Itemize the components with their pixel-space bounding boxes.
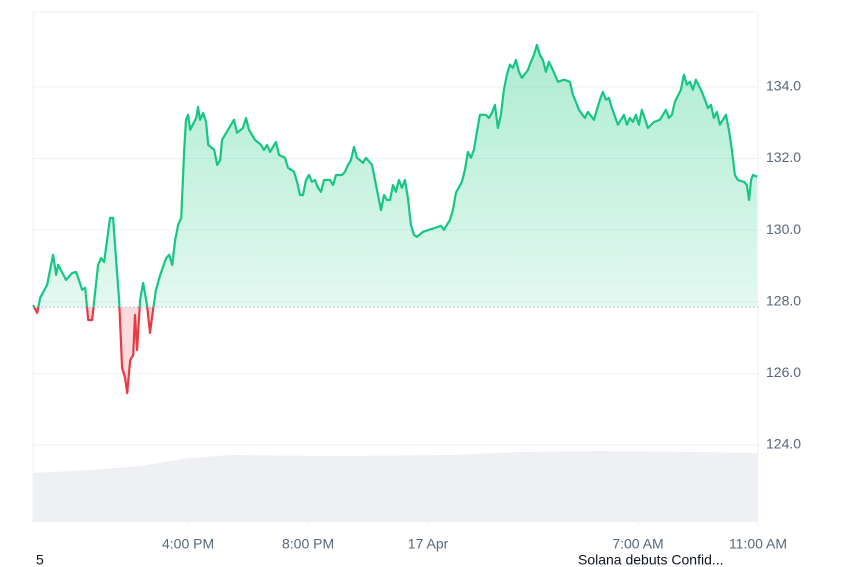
y-tick-label: 124.0	[766, 436, 801, 452]
annotation: Solana debuts Confid...	[578, 552, 724, 567]
x-tick-label: 11:00 AM	[729, 536, 787, 552]
x-tick-label: 8:00 PM	[282, 536, 334, 552]
y-tick-label: 130.0	[766, 221, 801, 237]
price-line	[32, 43, 758, 308]
y-tick-label: 132.0	[766, 149, 801, 165]
y-tick-label: 128.0	[766, 292, 801, 308]
y-tick-label: 126.0	[766, 364, 801, 380]
plot: 124.0 126.0 128.0 130.0 132.0 134.0 4:00 PM 8:0…	[32, 43, 801, 552]
x-tick-label: 17 Apr	[408, 536, 449, 552]
annotation: 5	[36, 552, 44, 567]
y-tick-label: 134.0	[766, 78, 801, 94]
x-tick-label: 7:00 AM	[612, 536, 663, 552]
area-above	[33, 44, 758, 308]
volume-area	[33, 451, 758, 522]
x-tick-label: 4:00 PM	[162, 536, 214, 552]
